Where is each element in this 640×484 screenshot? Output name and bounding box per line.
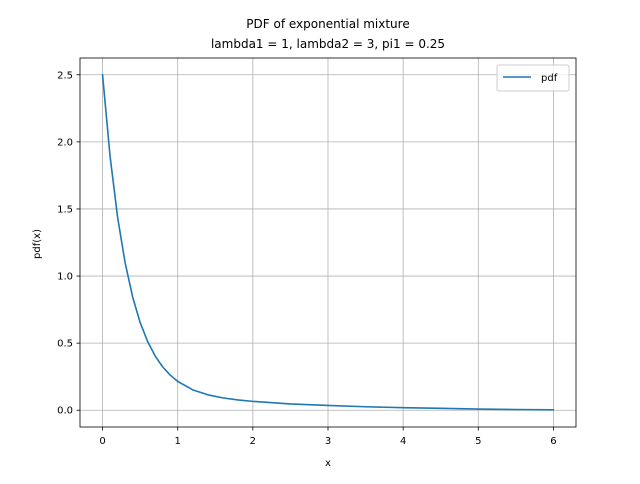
y-tick-label: 1.5	[57, 204, 73, 215]
chart-title: PDF of exponential mixture	[246, 17, 409, 31]
y-tick-label: 0.5	[57, 339, 73, 350]
x-tick-label: 2	[250, 436, 256, 447]
x-tick-label: 0	[99, 436, 105, 447]
series-layer	[101, 73, 555, 411]
x-tick-label: 3	[325, 436, 331, 447]
y-tick-label: 2.0	[57, 137, 73, 148]
chart-subtitle: lambda1 = 1, lambda2 = 3, pi1 = 0.25	[211, 37, 445, 51]
legend-box	[496, 64, 570, 92]
legend-label-pdf: pdf	[541, 73, 558, 84]
x-tick-label: 6	[550, 436, 556, 447]
y-tick-label: 0.0	[57, 406, 73, 417]
series-line-pdf	[101, 73, 555, 411]
y-tick-label: 2.5	[57, 70, 73, 81]
axis-ticks: 0 1 2 3 4 5 6 0.0 0.5 1.0 1.5 2.0 2.5	[57, 70, 557, 447]
y-axis-label: pdf(x)	[32, 229, 43, 259]
legend: pdf	[496, 64, 570, 92]
x-tick-label: 4	[400, 436, 406, 447]
grid	[80, 58, 576, 427]
x-tick-label: 5	[475, 436, 481, 447]
x-tick-label: 1	[175, 436, 181, 447]
x-axis-label: x	[325, 458, 331, 469]
y-tick-label: 1.0	[57, 272, 73, 283]
